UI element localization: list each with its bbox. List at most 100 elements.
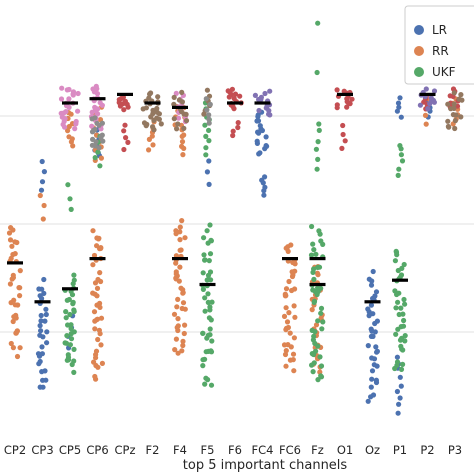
point-rr-CP2 — [17, 268, 23, 274]
point-lr-FC4 — [262, 184, 268, 190]
point-rr-FC6 — [291, 368, 297, 374]
point-extra-5-P3 — [450, 112, 456, 118]
point-ukf-F5 — [207, 307, 213, 313]
point-ukf-Fz — [315, 139, 321, 145]
point-rr-FC6 — [290, 351, 297, 357]
point-lr-CP3 — [37, 323, 43, 329]
point-extra-5-P3 — [445, 118, 451, 124]
swarm-points — [6, 20, 465, 416]
point-extra-5-P3 — [458, 92, 464, 98]
point-extra-3-CP5 — [63, 109, 69, 115]
point-rr-CP6 — [97, 270, 103, 276]
point-ukf-CP5 — [63, 315, 69, 321]
point-rr-CP2 — [10, 345, 16, 351]
point-lr-Oz — [374, 318, 380, 324]
point-rr-FC6 — [282, 351, 289, 358]
point-extra-5-P3 — [451, 101, 457, 107]
x-tick-label: FC4 — [252, 443, 274, 457]
point-extra-7-F5 — [206, 120, 212, 126]
point-ukf-CP5 — [70, 301, 76, 307]
point-extra-5-F2 — [154, 105, 160, 112]
point-extra-5-F2 — [154, 109, 160, 115]
point-rr-F4 — [175, 316, 181, 322]
point-ukf-Fz — [314, 69, 320, 76]
point-ukf-CP5 — [68, 331, 74, 337]
point-lr-FC4 — [263, 134, 269, 140]
point-rr-F4 — [181, 330, 187, 337]
median-bar-F2 — [144, 101, 161, 105]
point-extra-4-F6 — [235, 120, 241, 126]
point-ukf-Fz — [310, 287, 316, 293]
point-rr-CP2 — [9, 243, 15, 249]
point-rr-CP2 — [8, 300, 14, 306]
point-lr-Oz — [368, 326, 374, 332]
point-lr-Oz — [373, 344, 379, 350]
point-extra-7-F5 — [203, 96, 209, 102]
point-extra-7-CP6 — [92, 115, 98, 121]
point-extra-3-CP6 — [89, 109, 95, 115]
point-ukf-P1 — [393, 331, 399, 337]
point-lr-CP3 — [42, 368, 48, 374]
point-extra-3-CP5 — [66, 96, 72, 102]
point-ukf-P1 — [400, 361, 406, 367]
point-lr-Oz — [369, 376, 375, 382]
point-ukf-Fz — [318, 238, 324, 244]
point-ukf-Fz — [311, 299, 317, 305]
point-ukf-F5 — [200, 363, 206, 369]
point-rr-F4 — [177, 264, 183, 270]
point-ukf-Fz — [318, 374, 325, 380]
point-extra-3-CP5 — [66, 86, 72, 93]
point-rr-F4 — [174, 304, 180, 310]
point-extra-3-CP5 — [58, 96, 65, 102]
point-lr-Oz — [365, 306, 371, 312]
point-extra-7-CP6 — [92, 143, 98, 149]
point-rr-F4 — [172, 347, 178, 353]
point-rr-CP6 — [90, 262, 96, 268]
point-extra-7-F5 — [206, 112, 212, 118]
point-rr-CP5 — [70, 143, 76, 149]
point-extra-5-F4 — [183, 118, 190, 124]
point-ukf-CP5 — [68, 206, 74, 212]
point-ukf-F5 — [207, 222, 213, 228]
point-rr-FC6 — [283, 293, 289, 299]
point-rr-F4 — [180, 338, 186, 344]
point-rr-CP2 — [17, 293, 23, 299]
point-ukf-F5 — [200, 270, 206, 276]
point-ukf-CP5 — [68, 326, 74, 332]
point-rr-CP2 — [7, 281, 13, 287]
point-extra-4-CPz — [122, 122, 128, 128]
x-tick-label: F5 — [201, 443, 215, 457]
point-ukf-Fz — [309, 327, 315, 333]
point-ukf-F5 — [206, 138, 212, 144]
point-extra-3-CP5 — [62, 116, 68, 122]
point-rr-F4 — [174, 324, 180, 331]
point-ukf-F5 — [207, 251, 214, 257]
point-lr-CP3 — [37, 358, 43, 365]
point-rr-CP5 — [66, 134, 72, 140]
point-extra-4-CPz — [121, 146, 127, 153]
point-ukf-P1 — [402, 301, 408, 307]
point-rr-F4 — [180, 342, 186, 349]
median-bar-CP6 — [89, 97, 106, 101]
legend-box — [404, 5, 474, 85]
point-lr-P1 — [397, 395, 403, 401]
point-lr-CP3 — [41, 276, 47, 283]
point-rr-FC6 — [290, 259, 296, 266]
point-extra-4-O1 — [340, 122, 346, 129]
point-rr-F4 — [178, 285, 184, 291]
point-extra-5-F2 — [146, 95, 152, 101]
point-lr-FC4 — [263, 143, 269, 149]
point-rr-CP2 — [6, 230, 13, 236]
point-rr-Fz — [313, 322, 320, 328]
point-rr-CP6 — [94, 235, 100, 241]
point-lr-P1 — [394, 388, 400, 395]
point-extra-4-CPz — [121, 128, 127, 134]
point-rr-F4 — [173, 269, 179, 275]
point-lr-FC4 — [262, 174, 268, 180]
point-lr-P1 — [395, 100, 402, 106]
point-extra-5-F2 — [154, 115, 160, 121]
point-extra-7-CP6 — [99, 132, 105, 138]
point-rr-CP6 — [98, 245, 104, 251]
point-rr-FC6 — [286, 278, 292, 285]
point-ukf-Fz — [309, 223, 315, 230]
